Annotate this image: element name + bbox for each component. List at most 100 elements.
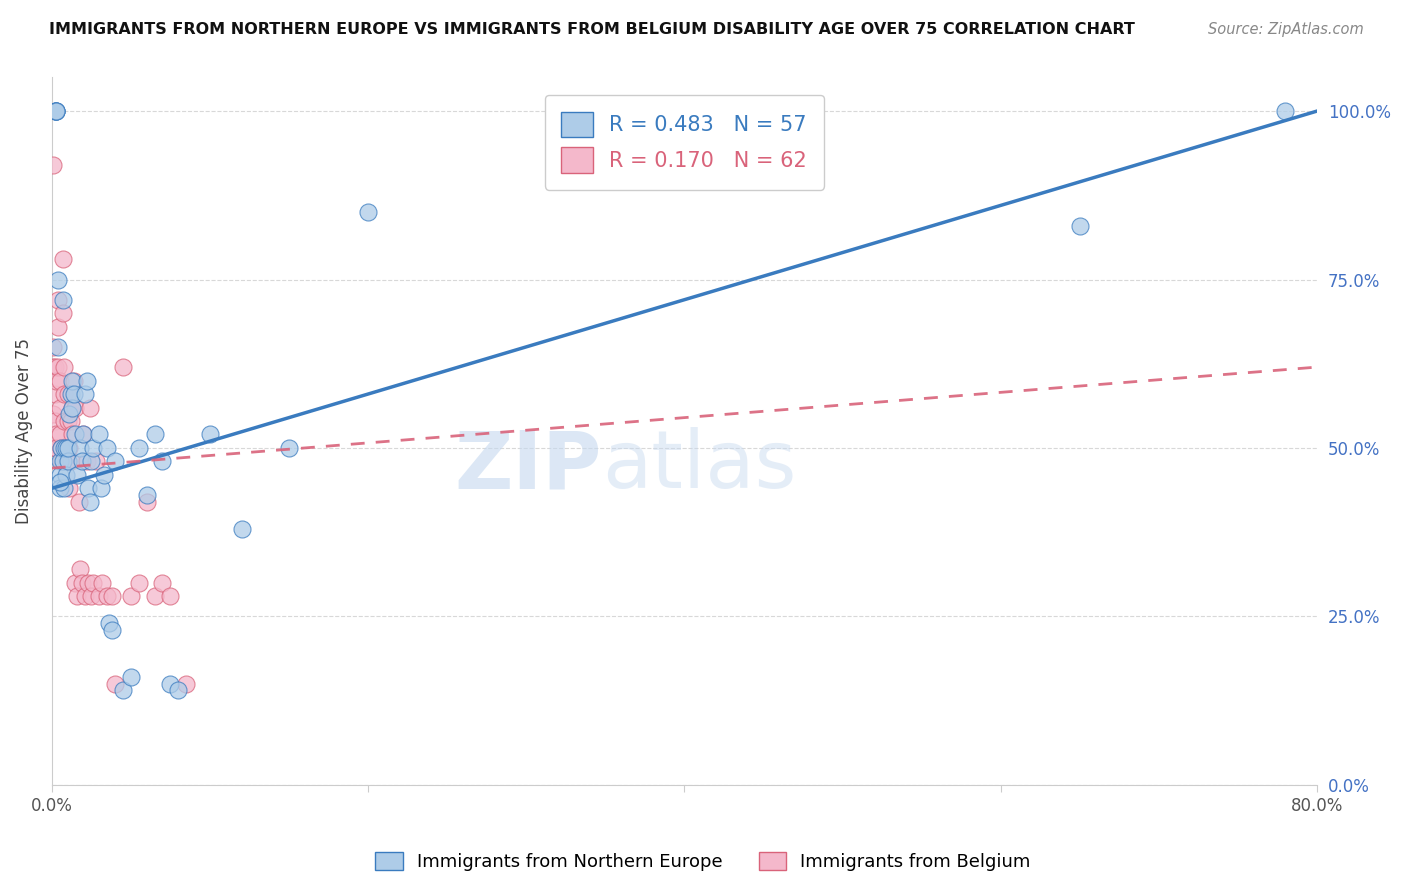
Text: Source: ZipAtlas.com: Source: ZipAtlas.com <box>1208 22 1364 37</box>
Point <box>89 427 111 442</box>
Point <box>152 575 174 590</box>
Point <box>104 454 127 468</box>
Point <box>45 104 67 119</box>
Point <box>45 427 67 442</box>
Text: ZIP: ZIP <box>454 427 602 506</box>
Point <box>59 454 82 468</box>
Legend: R = 0.483   N = 57, R = 0.170   N = 62: R = 0.483 N = 57, R = 0.170 N = 62 <box>544 95 824 189</box>
Point <box>51 441 73 455</box>
Text: atlas: atlas <box>602 427 796 506</box>
Point <box>52 252 75 267</box>
Point <box>60 427 83 442</box>
Point <box>65 427 87 442</box>
Point <box>45 104 67 119</box>
Point <box>111 683 134 698</box>
Point <box>143 589 166 603</box>
Point <box>55 454 77 468</box>
Point <box>76 374 98 388</box>
Point <box>80 589 103 603</box>
Point <box>46 319 69 334</box>
Point <box>44 104 66 119</box>
Point <box>51 454 73 468</box>
Point <box>48 401 70 415</box>
Point <box>72 427 94 442</box>
Point <box>76 454 98 468</box>
Point <box>52 454 75 468</box>
Point <box>66 467 89 482</box>
Point <box>51 441 73 455</box>
Point <box>96 441 118 455</box>
Point <box>97 616 120 631</box>
Point <box>56 454 79 468</box>
Point <box>52 293 75 307</box>
Point <box>53 360 76 375</box>
Point <box>42 360 65 375</box>
Point <box>45 104 67 119</box>
Y-axis label: Disability Age Over 75: Disability Age Over 75 <box>15 338 32 524</box>
Point <box>135 488 157 502</box>
Point <box>167 683 190 698</box>
Point <box>66 589 89 603</box>
Point <box>45 104 67 119</box>
Point <box>73 387 96 401</box>
Point <box>53 387 76 401</box>
Text: IMMIGRANTS FROM NORTHERN EUROPE VS IMMIGRANTS FROM BELGIUM DISABILITY AGE OVER 7: IMMIGRANTS FROM NORTHERN EUROPE VS IMMIG… <box>49 22 1135 37</box>
Point <box>42 158 65 172</box>
Point <box>48 467 70 482</box>
Point <box>58 441 80 455</box>
Point <box>56 414 79 428</box>
Point <box>42 340 65 354</box>
Point <box>56 387 79 401</box>
Point <box>152 454 174 468</box>
Point <box>143 427 166 442</box>
Point <box>58 481 80 495</box>
Point <box>70 575 93 590</box>
Point <box>135 495 157 509</box>
Point <box>58 407 80 421</box>
Point <box>90 481 112 495</box>
Point <box>46 360 69 375</box>
Point <box>69 441 91 455</box>
Point <box>77 481 100 495</box>
Point <box>55 441 77 455</box>
Point <box>45 374 67 388</box>
Point <box>44 360 66 375</box>
Point <box>53 441 76 455</box>
Point <box>174 676 197 690</box>
Point <box>48 475 70 489</box>
Point <box>48 427 70 442</box>
Point <box>55 441 77 455</box>
Point <box>59 387 82 401</box>
Point <box>53 481 76 495</box>
Point <box>96 589 118 603</box>
Point <box>120 589 142 603</box>
Point <box>128 575 150 590</box>
Point <box>91 575 114 590</box>
Point <box>231 522 253 536</box>
Point <box>72 427 94 442</box>
Point <box>101 623 124 637</box>
Point <box>84 454 107 468</box>
Point <box>79 495 101 509</box>
Point <box>82 441 104 455</box>
Point <box>44 414 66 428</box>
Point <box>45 441 67 455</box>
Point <box>278 441 301 455</box>
Point <box>80 454 103 468</box>
Point <box>53 414 76 428</box>
Point <box>82 575 104 590</box>
Legend: Immigrants from Northern Europe, Immigrants from Belgium: Immigrants from Northern Europe, Immigra… <box>368 845 1038 879</box>
Point <box>46 340 69 354</box>
Point <box>120 670 142 684</box>
Point <box>63 374 86 388</box>
Point <box>65 575 87 590</box>
Point <box>79 401 101 415</box>
Point <box>77 575 100 590</box>
Point <box>93 467 115 482</box>
Point <box>60 374 83 388</box>
Point <box>46 272 69 286</box>
Point <box>89 589 111 603</box>
Point <box>101 589 124 603</box>
Point <box>104 676 127 690</box>
Point <box>56 441 79 455</box>
